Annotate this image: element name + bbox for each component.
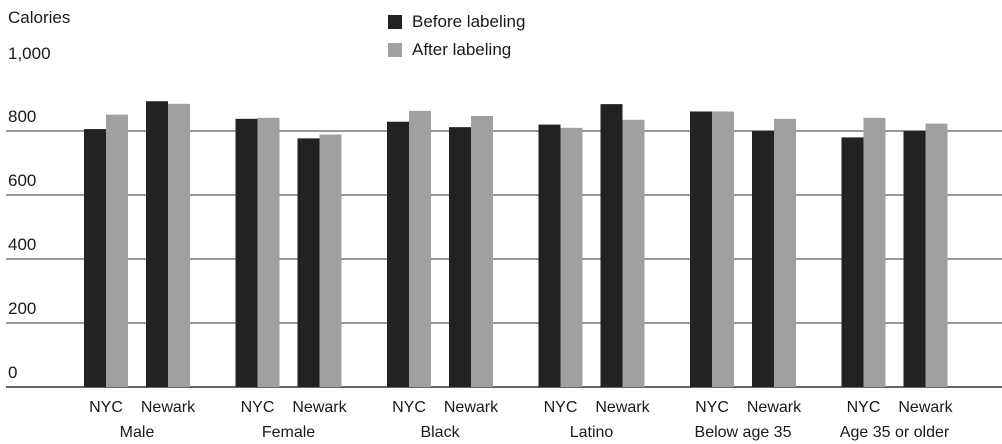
x-subcategory-label: Newark: [595, 399, 650, 416]
bar-latino-newark-after: [622, 119, 645, 388]
x-group-label: Latino: [570, 424, 614, 441]
bar-female-newark-before: [297, 138, 320, 387]
bar-latino-nyc-before: [538, 124, 561, 387]
x-subcategory-label: Newark: [747, 399, 802, 416]
y-tick-label-400: 400: [8, 235, 36, 254]
legend: Before labeling After labeling: [388, 8, 525, 64]
bar-black-nyc-after: [409, 110, 431, 387]
x-subcategory-label: NYC: [392, 399, 426, 416]
x-subcategory-label: NYC: [847, 399, 881, 416]
bar-latino-newark-before: [600, 104, 623, 388]
legend-swatch-before: [388, 15, 402, 29]
bar-male-nyc-before: [84, 129, 106, 387]
bar-female-newark-after: [319, 134, 342, 387]
bar-black-newark-after: [471, 115, 493, 388]
x-group-label: Male: [120, 424, 155, 441]
x-subcategory-label: Newark: [292, 399, 347, 416]
bar-age-35-or-older-newark-before: [903, 131, 926, 387]
bar-female-nyc-after: [257, 117, 280, 387]
y-axis-title: Calories: [8, 8, 71, 27]
bar-below-age-35-newark-before: [752, 131, 774, 387]
x-subcategory-label: NYC: [695, 399, 729, 416]
y-axis-top-label: 1,000: [8, 44, 51, 63]
x-subcategory-label: NYC: [89, 399, 123, 416]
bar-male-newark-after: [168, 103, 190, 388]
y-tick-label-0: 0: [8, 363, 17, 382]
legend-item-after: After labeling: [388, 36, 525, 64]
bar-below-age-35-nyc-before: [690, 111, 712, 387]
x-subcategory-label: NYC: [544, 399, 578, 416]
x-subcategory-label: Newark: [141, 399, 196, 416]
bar-male-nyc-after: [106, 114, 128, 388]
x-subcategory-label: Newark: [898, 399, 953, 416]
legend-label-before: Before labeling: [412, 12, 526, 31]
legend-swatch-after: [388, 43, 402, 57]
bar-age-35-or-older-nyc-after: [863, 117, 886, 387]
legend-item-before: Before labeling: [388, 8, 525, 36]
bar-age-35-or-older-nyc-before: [841, 137, 864, 387]
x-group-label: Below age 35: [695, 424, 792, 441]
bar-black-newark-before: [449, 127, 471, 387]
y-tick-label-600: 600: [8, 171, 36, 190]
bar-below-age-35-nyc-after: [712, 111, 734, 387]
bar-below-age-35-newark-after: [774, 118, 796, 387]
x-subcategory-label: NYC: [241, 399, 275, 416]
bar-male-newark-before: [146, 101, 168, 388]
x-subcategory-label: Newark: [444, 399, 499, 416]
x-group-label: Black: [420, 424, 460, 441]
y-tick-label-200: 200: [8, 299, 36, 318]
bar-female-nyc-before: [235, 118, 258, 387]
x-group-label: Female: [262, 424, 315, 441]
bar-age-35-or-older-newark-after: [925, 123, 948, 387]
x-group-label: Age 35 or older: [840, 424, 950, 441]
bar-black-nyc-before: [387, 121, 409, 387]
legend-label-after: After labeling: [412, 40, 512, 59]
y-tick-label-800: 800: [8, 107, 36, 126]
bar-latino-nyc-after: [560, 127, 583, 388]
